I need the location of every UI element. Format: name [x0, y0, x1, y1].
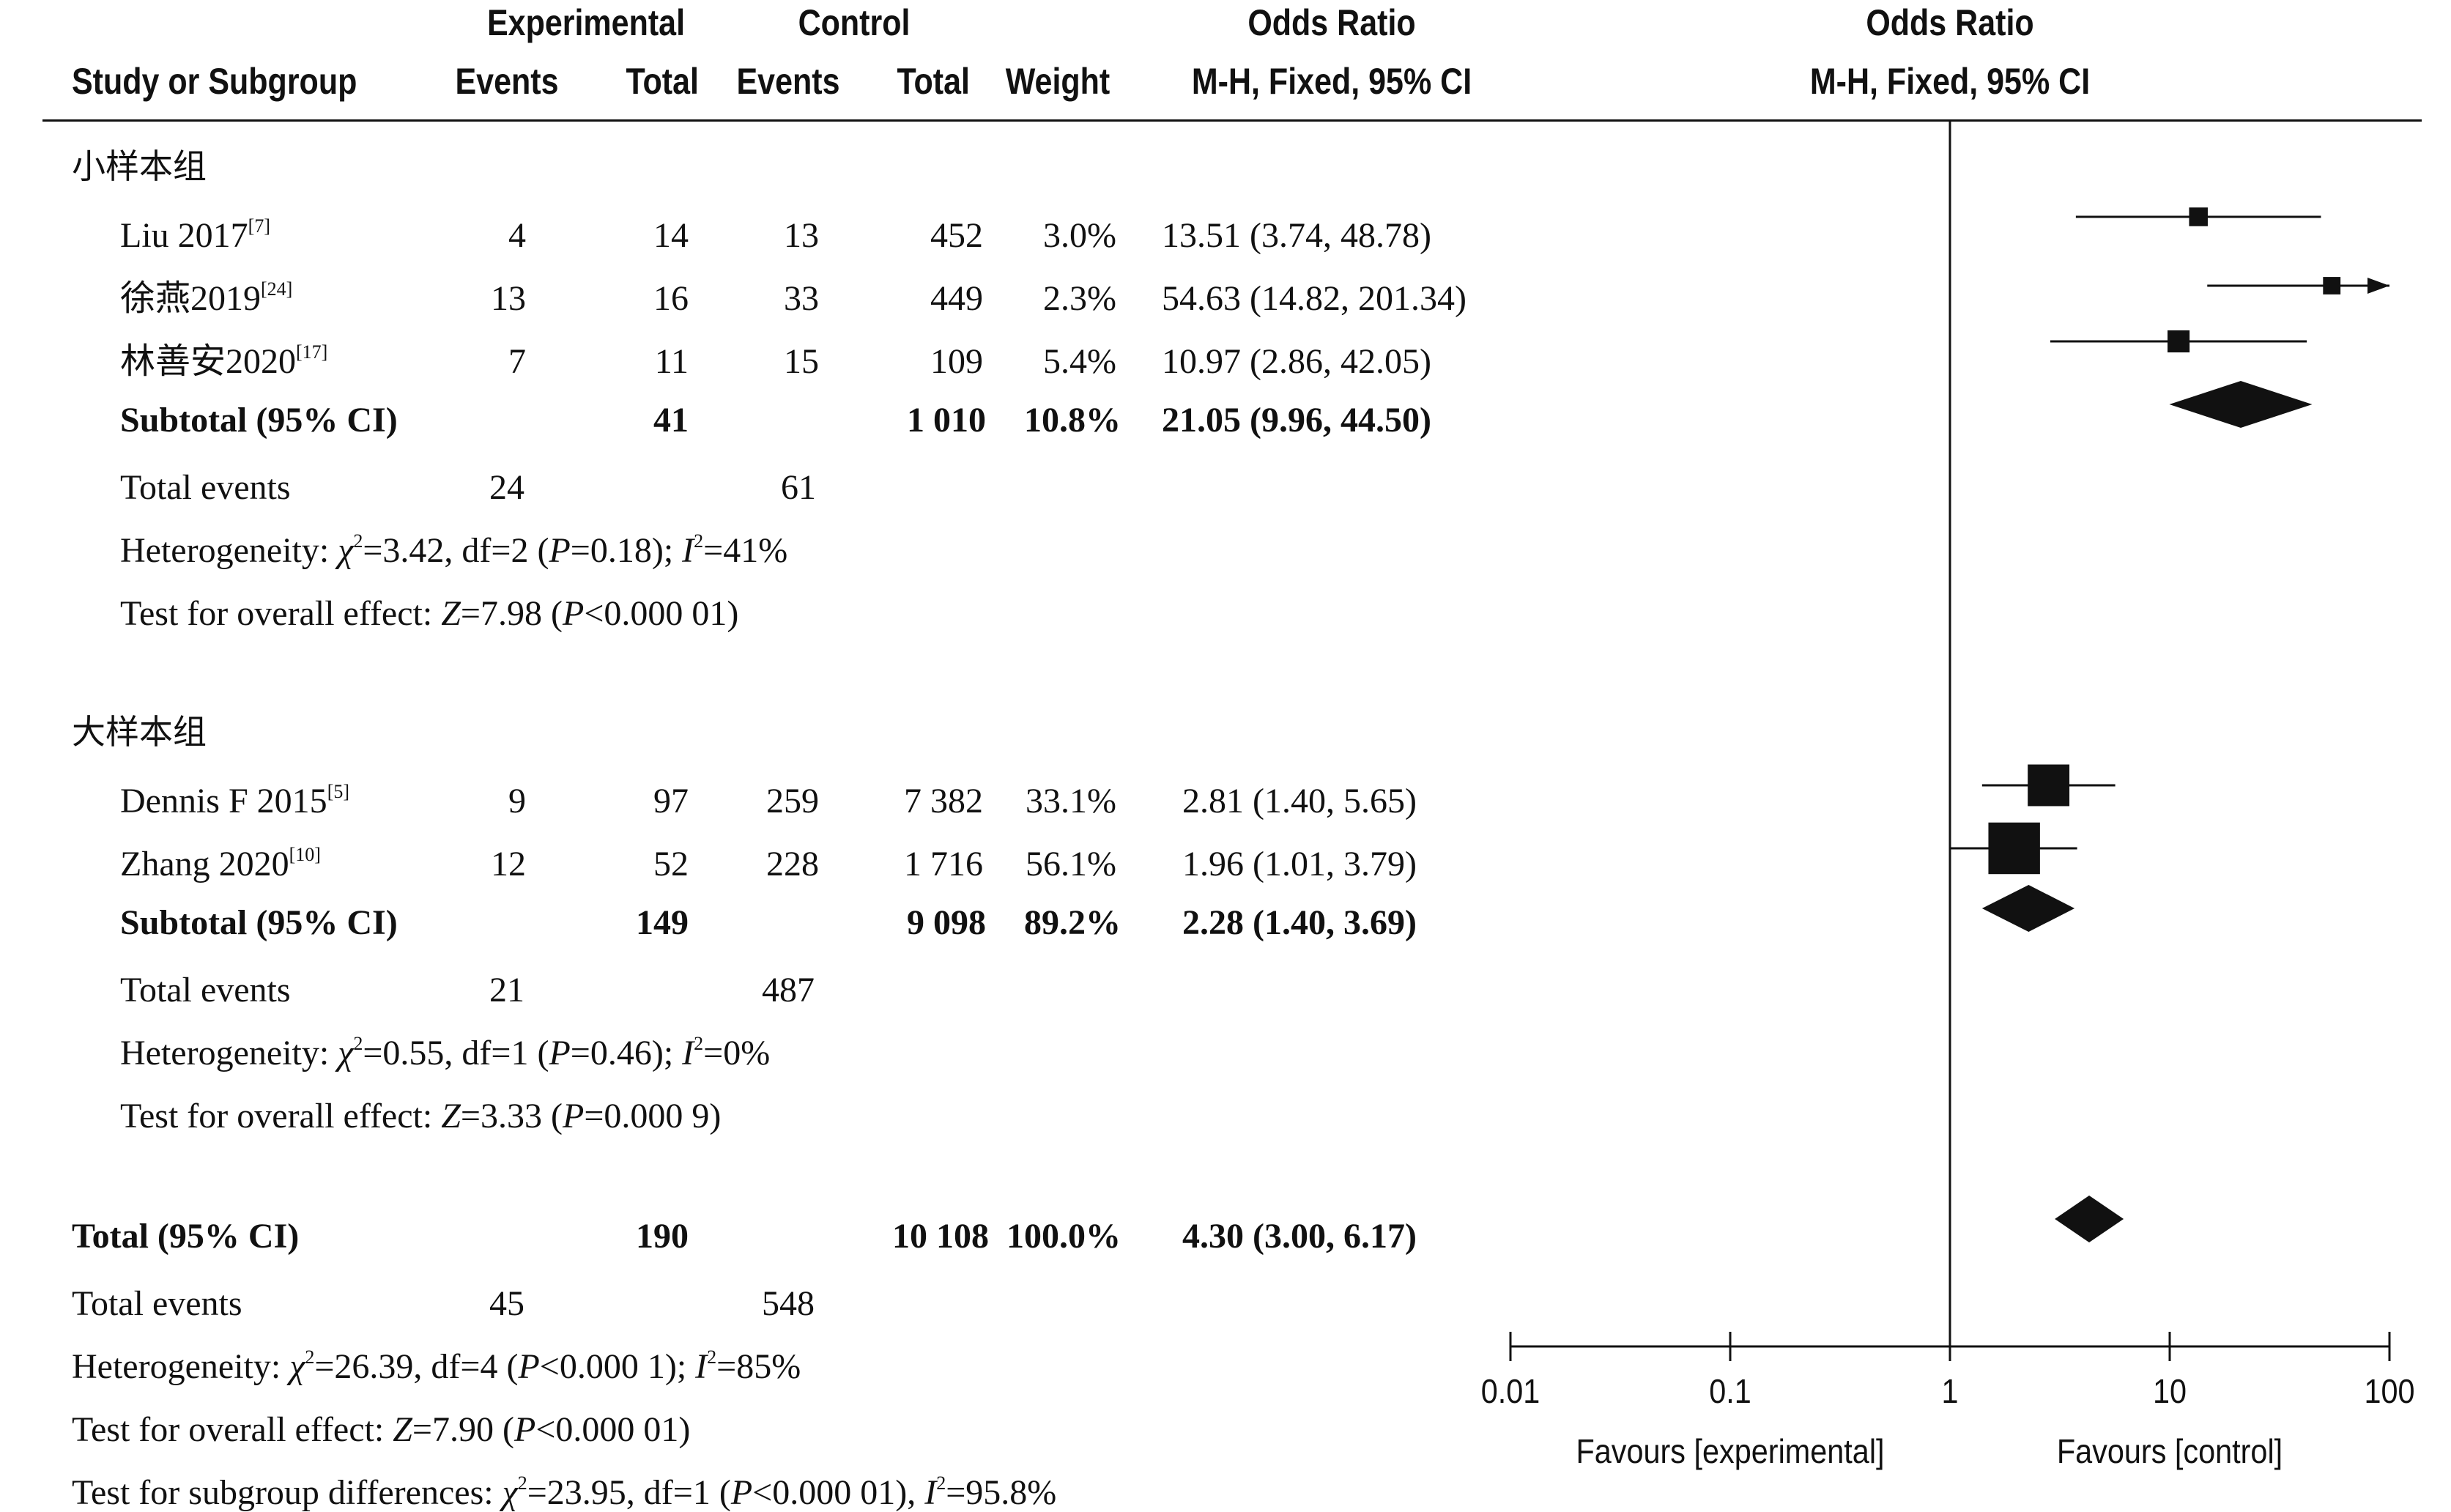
favours-experimental-label: Favours [experimental]	[1576, 1432, 1885, 1470]
header-weight: Weight	[1005, 61, 1110, 102]
odds-ratio-ci: 54.63 (14.82, 201.34)	[1162, 279, 1466, 318]
header-method-table: M-H, Fixed, 95% CI	[1191, 61, 1472, 102]
pooled-diamond	[1981, 885, 2075, 932]
subtotal-ci: 21.05 (9.96, 44.50)	[1162, 401, 1431, 440]
group-label: 大样本组	[72, 712, 207, 752]
c-total: 452	[930, 216, 983, 255]
weight: 3.0%	[1043, 216, 1116, 255]
total-events-e: 24	[489, 468, 524, 507]
study-label: Zhang 2020[10]	[120, 844, 321, 883]
heterogeneity-text: Heterogeneity: χ2=3.42, df=2 (P=0.18); I…	[120, 530, 788, 570]
weight: 2.3%	[1043, 279, 1116, 318]
total-ci: 4.30 (3.00, 6.17)	[1182, 1217, 1417, 1256]
pooled-diamond	[2169, 381, 2313, 428]
c-events: 33	[784, 279, 819, 318]
subtotal-c-total: 1 010	[907, 401, 986, 440]
header-study: Study or Subgroup	[72, 61, 357, 102]
overall-effect-text: Test for overall effect: Z=3.33 (P=0.000…	[120, 1097, 722, 1135]
e-total: 14	[653, 216, 689, 255]
study-point	[2189, 207, 2208, 226]
header-experimental: Experimental	[486, 2, 686, 43]
header-e-events: Events	[455, 61, 559, 102]
ci-arrow-icon	[2367, 278, 2389, 294]
study-point	[2167, 330, 2190, 353]
subtotal-ci: 2.28 (1.40, 3.69)	[1182, 903, 1417, 942]
odds-ratio-ci: 1.96 (1.01, 3.79)	[1182, 845, 1417, 883]
c-total: 7 382	[904, 782, 983, 820]
x-tick-label: 100	[2364, 1372, 2415, 1410]
subtotal-weight: 89.2%	[1024, 903, 1121, 942]
total-events-c: 61	[781, 468, 816, 507]
study-point	[1988, 822, 2040, 875]
weight: 33.1%	[1026, 782, 1116, 820]
study-point	[2323, 277, 2341, 294]
x-tick-label: 0.01	[1480, 1372, 1540, 1410]
c-events: 15	[784, 342, 819, 381]
total-events-c: 487	[762, 971, 815, 1009]
total-events-label: Total events	[72, 1284, 242, 1323]
header-c-events: Events	[736, 61, 840, 102]
subtotal-weight: 10.8%	[1024, 401, 1121, 440]
e-events: 13	[491, 279, 526, 318]
subtotal-c-total: 9 098	[907, 903, 986, 942]
favours-control-label: Favours [control]	[2056, 1432, 2283, 1470]
subtotal-label: Subtotal (95% CI)	[120, 401, 398, 440]
study-label: 徐燕2019[24]	[120, 278, 293, 318]
odds-ratio-ci: 2.81 (1.40, 5.65)	[1182, 782, 1417, 820]
c-events: 259	[766, 782, 819, 820]
total-weight: 100.0%	[1006, 1217, 1121, 1256]
header-odds-ratio-plot: Odds Ratio	[1866, 2, 2034, 43]
heterogeneity-text: Heterogeneity: χ2=26.39, df=4 (P<0.000 1…	[72, 1346, 801, 1386]
total-c-total: 10 108	[892, 1217, 989, 1256]
header-control: Control	[798, 2, 911, 43]
header-c-total: Total	[897, 61, 970, 102]
study-point	[2028, 764, 2070, 807]
weight: 56.1%	[1026, 845, 1116, 883]
c-events: 228	[766, 845, 819, 883]
total-events-label: Total events	[120, 971, 291, 1009]
heterogeneity-text: Heterogeneity: χ2=0.55, df=1 (P=0.46); I…	[120, 1033, 771, 1072]
total-events-c: 548	[762, 1284, 815, 1323]
study-label: Liu 2017[7]	[120, 215, 270, 255]
total-events-e: 45	[489, 1284, 524, 1323]
total-events-e: 21	[489, 971, 524, 1009]
study-label: 林善安2020[17]	[120, 341, 328, 381]
x-tick-label: 1	[1941, 1372, 1959, 1410]
x-tick-label: 10	[2152, 1372, 2187, 1410]
odds-ratio-ci: 13.51 (3.74, 48.78)	[1162, 216, 1431, 255]
overall-effect-text: Test for overall effect: Z=7.90 (P<0.000…	[72, 1410, 691, 1449]
e-events: 12	[491, 845, 526, 883]
total-events-label: Total events	[120, 468, 291, 507]
e-events: 9	[508, 782, 526, 820]
e-events: 7	[508, 342, 526, 381]
e-total: 52	[653, 845, 689, 883]
e-events: 4	[508, 216, 526, 255]
header-e-total: Total	[626, 61, 699, 102]
group-label: 小样本组	[72, 147, 207, 186]
overall-effect-text: Test for overall effect: Z=7.98 (P<0.000…	[120, 594, 739, 633]
weight: 5.4%	[1043, 342, 1116, 381]
x-tick-label: 0.1	[1709, 1372, 1751, 1410]
c-total: 1 716	[904, 845, 983, 883]
total-e-total: 190	[636, 1217, 689, 1256]
total-label: Total (95% CI)	[72, 1217, 300, 1256]
subtotal-e-total: 149	[636, 903, 689, 942]
subgroup-diff-text: Test for subgroup differences: χ2=23.95,…	[72, 1472, 1057, 1512]
c-total: 449	[930, 279, 983, 318]
c-events: 13	[784, 216, 819, 255]
study-label: Dennis F 2015[5]	[120, 781, 350, 820]
header-rule	[42, 119, 2422, 122]
header-odds-ratio-table: Odds Ratio	[1247, 2, 1416, 43]
pooled-diamond	[2055, 1196, 2124, 1242]
e-total: 16	[653, 279, 689, 318]
e-total: 97	[653, 782, 689, 820]
odds-ratio-ci: 10.97 (2.86, 42.05)	[1162, 342, 1431, 381]
e-total: 11	[654, 342, 689, 381]
subtotal-label: Subtotal (95% CI)	[120, 903, 398, 942]
c-total: 109	[930, 342, 983, 381]
header-method-plot: M-H, Fixed, 95% CI	[1809, 61, 2091, 102]
subtotal-e-total: 41	[653, 401, 689, 440]
